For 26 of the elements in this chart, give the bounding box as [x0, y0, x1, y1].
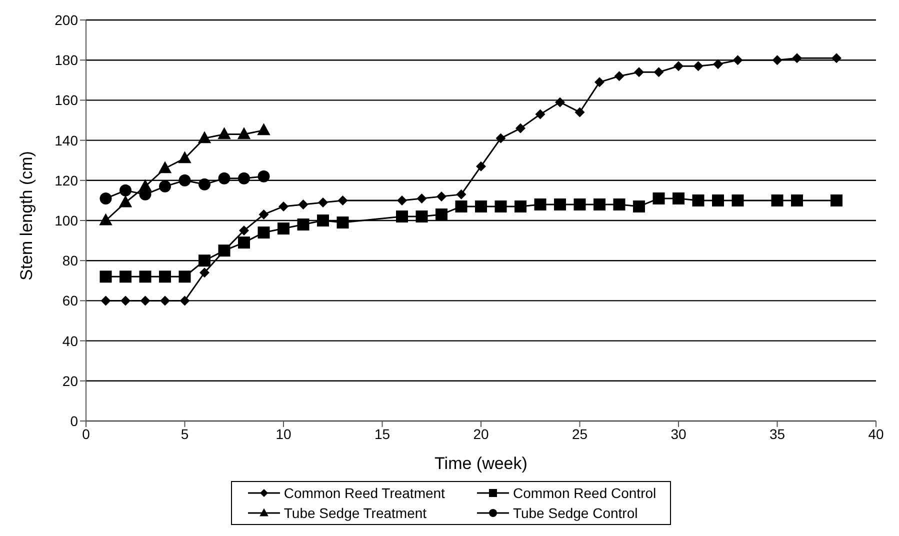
y-tick-label: 40 [62, 332, 78, 349]
y-tick-label: 180 [54, 52, 78, 68]
x-tick-label: 40 [868, 426, 884, 442]
legend-label: Tube Sedge Control [512, 505, 638, 521]
x-tick-label: 10 [276, 426, 292, 442]
x-tick-label: 5 [180, 426, 189, 442]
y-tick-label: 60 [62, 292, 78, 309]
y-tick-label: 80 [62, 252, 78, 269]
x-tick-label: 15 [374, 426, 390, 442]
x-tick-label: 25 [572, 426, 588, 442]
x-tick-label: 20 [473, 426, 489, 442]
x-tick-label: 30 [670, 426, 686, 442]
x-axis-title: Time (week) [434, 454, 528, 473]
y-tick-label: 140 [54, 132, 78, 148]
y-tick-label: 0 [70, 412, 78, 429]
legend-label: Common Reed Control [512, 485, 656, 501]
y-tick-label: 200 [54, 12, 78, 28]
y-tick-label: 120 [54, 172, 78, 188]
x-tick-label: 35 [769, 426, 786, 442]
legend-label: Common Reed Treatment [284, 485, 445, 501]
y-tick-label: 100 [54, 212, 78, 228]
x-tick-label: 0 [82, 426, 90, 442]
y-tick-label: 160 [54, 92, 78, 108]
y-tick-label: 20 [62, 372, 78, 389]
y-axis-title: Stem length (cm) [17, 151, 36, 280]
legend-label: Tube Sedge Treatment [284, 505, 427, 521]
